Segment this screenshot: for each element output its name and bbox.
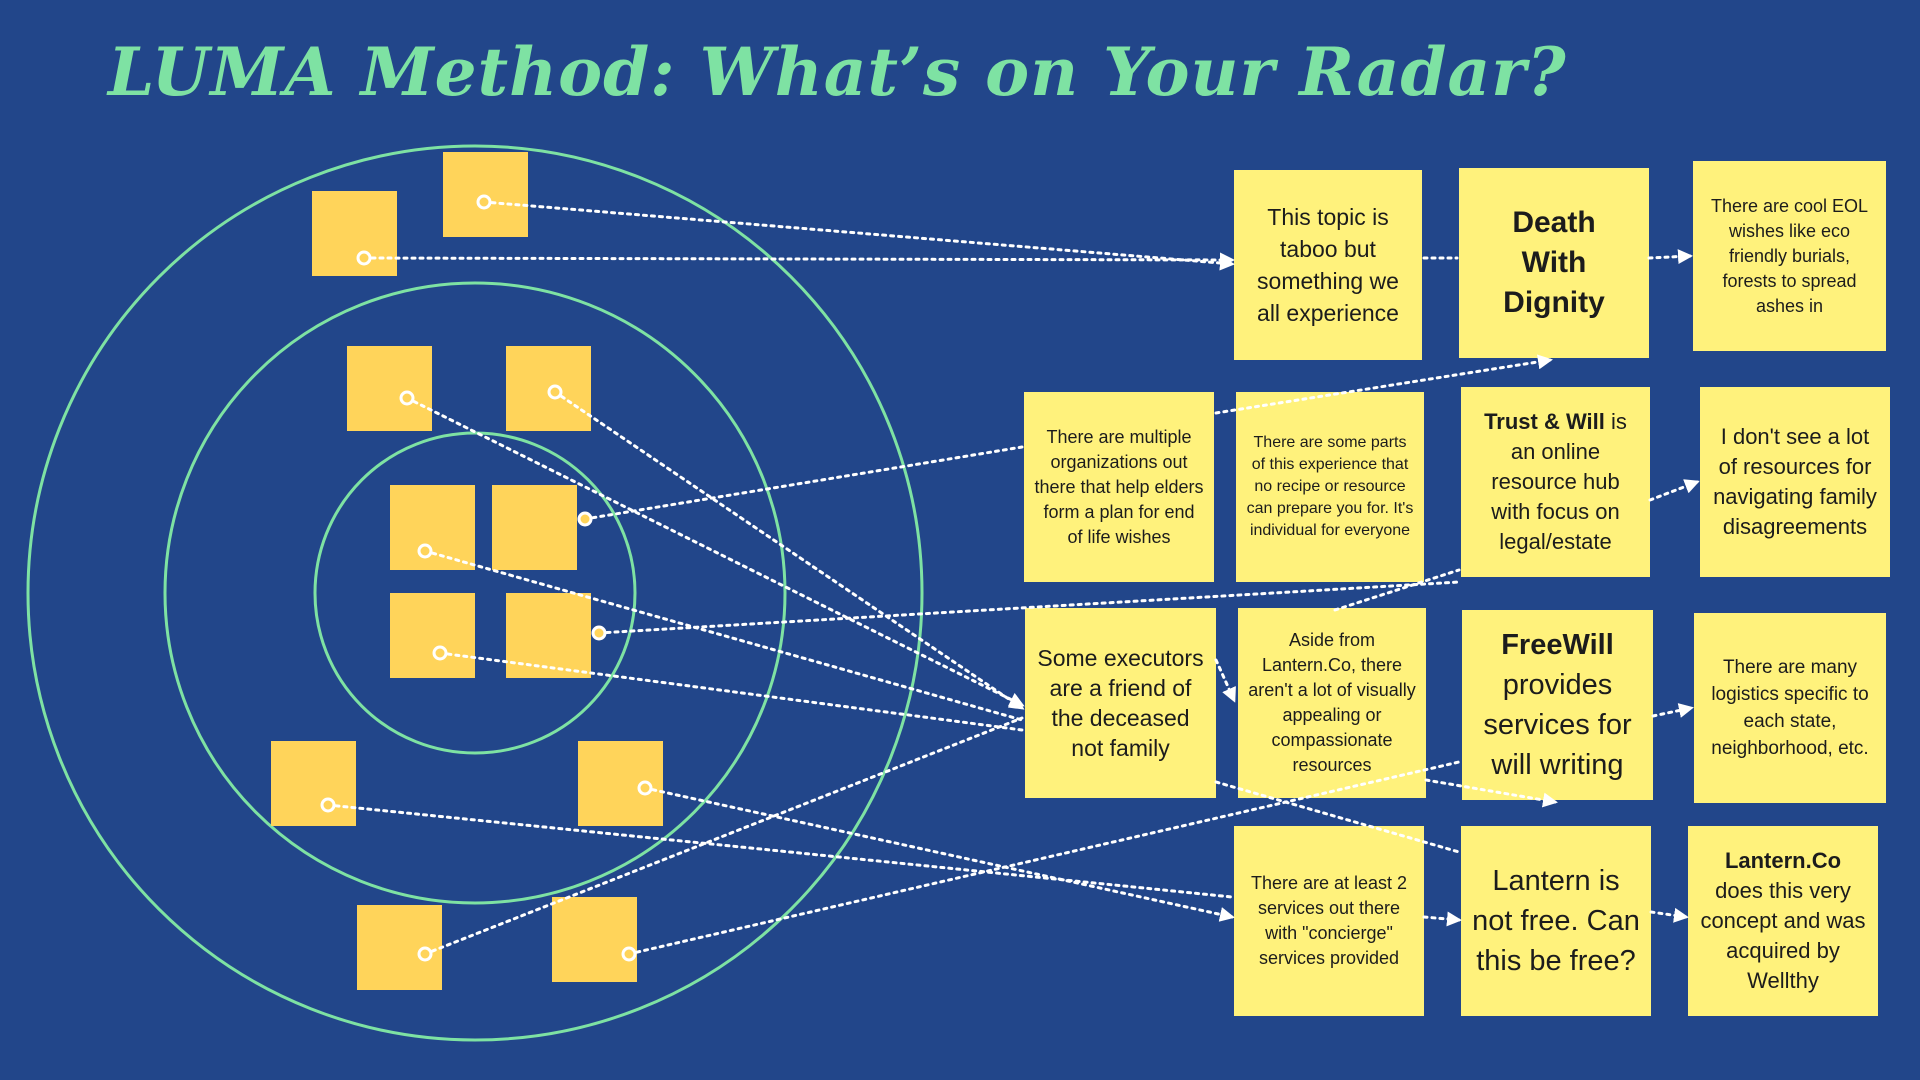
note-text: I don't see a lot of resources for navig… [1713, 424, 1877, 539]
note-freewill[interactable]: FreeWill provides services for will writ… [1462, 610, 1653, 800]
note-death-with-dignity[interactable]: Death With Dignity [1459, 168, 1649, 358]
note-lantern-not-free[interactable]: Lantern is not free. Can this be free? [1461, 826, 1651, 1016]
note-concierge-services[interactable]: There are at least 2 services out there … [1234, 826, 1424, 1016]
note-text: There are some parts of this experience … [1246, 434, 1414, 539]
note-bold-text: Lantern.Co [1724, 848, 1842, 873]
outer-ring [26, 144, 924, 1042]
radar-note-12[interactable] [552, 897, 637, 982]
radar-note-4[interactable] [506, 346, 591, 431]
note-eol-wishes[interactable]: There are cool EOL wishes like eco frien… [1693, 161, 1886, 351]
note-text: There are multiple organizations out the… [1034, 426, 1204, 547]
note-text: There are cool EOL wishes like eco frien… [1710, 195, 1869, 316]
note-text: Some executors are a friend of the decea… [1037, 645, 1204, 761]
note-bold-text: Trust & Will [1484, 409, 1605, 434]
note-lantern-co[interactable]: Lantern.Co does this very concept and wa… [1688, 826, 1878, 1016]
radar-note-8[interactable] [506, 593, 591, 678]
note-organizations[interactable]: There are multiple organizations out the… [1024, 392, 1214, 582]
note-text: Aside from Lantern.Co, there aren't a lo… [1248, 630, 1416, 775]
note-bold-text: FreeWill [1501, 629, 1614, 661]
note-trust-and-will[interactable]: Trust & Will is an online resource hub w… [1461, 387, 1650, 577]
page-title: LUMA Method: What’s on Your Radar? [108, 33, 1567, 111]
radar-note-7[interactable] [390, 593, 475, 678]
note-content: Trust & Will is an online resource hub w… [1471, 407, 1640, 557]
note-executors[interactable]: Some executors are a friend of the decea… [1025, 608, 1216, 798]
note-text: Death With Dignity [1503, 206, 1605, 319]
note-state-logistics[interactable]: There are many logistics specific to eac… [1694, 613, 1886, 803]
note-taboo-topic[interactable]: This topic is taboo but something we all… [1234, 170, 1422, 360]
note-text: does this very concept and was acquired … [1700, 878, 1866, 993]
note-text: Lantern is not free. Can this be free? [1472, 865, 1640, 977]
note-family-disagreements[interactable]: I don't see a lot of resources for navig… [1700, 387, 1890, 577]
radar-note-2[interactable] [443, 152, 528, 237]
note-text: is an online resource hub with focus on … [1491, 409, 1627, 554]
radar-note-3[interactable] [347, 346, 432, 431]
note-content: FreeWill provides services for will writ… [1472, 625, 1643, 785]
note-content: Lantern.Co does this very concept and wa… [1698, 846, 1868, 996]
note-text: There are at least 2 services out there … [1250, 873, 1408, 968]
note-text: provides services for will writing [1483, 669, 1632, 781]
note-text: This topic is taboo but something we all… [1257, 204, 1399, 326]
radar-note-1[interactable] [312, 191, 397, 276]
note-compassionate-resources[interactable]: Aside from Lantern.Co, there aren't a lo… [1238, 608, 1426, 798]
radar-note-11[interactable] [357, 905, 442, 990]
note-individual-experience[interactable]: There are some parts of this experience … [1236, 392, 1424, 582]
note-text: There are many logistics specific to eac… [1711, 657, 1869, 759]
radar-note-10[interactable] [578, 741, 663, 826]
radar-note-9[interactable] [271, 741, 356, 826]
middle-ring [163, 281, 787, 905]
radar-note-5[interactable] [390, 485, 475, 570]
radar-note-6[interactable] [492, 485, 577, 570]
